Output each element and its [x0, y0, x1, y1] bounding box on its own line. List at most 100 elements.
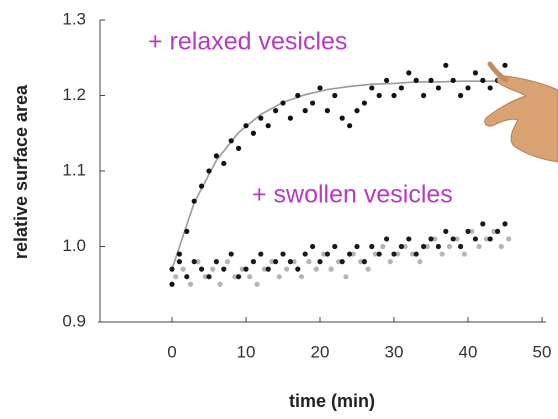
data-point: [413, 251, 419, 257]
data-point: [265, 266, 271, 272]
data-point: [376, 92, 382, 99]
data-point: [254, 281, 260, 287]
data-point: [287, 259, 293, 265]
data-point: [369, 85, 375, 91]
data-point: [199, 183, 205, 189]
data-point: [191, 198, 197, 204]
data-point: [361, 100, 367, 106]
data-point: [347, 123, 353, 129]
data-point: [432, 236, 438, 242]
data-point: [173, 274, 179, 280]
data-point: [184, 228, 190, 234]
data-point: [398, 85, 404, 91]
data-point: [384, 77, 390, 83]
data-point: [332, 92, 338, 99]
data-point: [180, 266, 186, 272]
data-point: [358, 259, 364, 265]
data-point: [443, 228, 449, 234]
y-tick-label: 1.0: [62, 236, 86, 255]
data-point: [406, 236, 412, 242]
data-point: [324, 251, 330, 257]
data-point: [387, 259, 393, 265]
data-point: [239, 266, 245, 272]
data-point: [280, 251, 286, 257]
data-point: [421, 243, 427, 250]
x-tick-label: 20: [311, 342, 330, 361]
data-point: [402, 243, 408, 250]
data-point: [380, 243, 386, 250]
data-point: [210, 266, 216, 272]
data-point: [365, 266, 371, 272]
data-point: [458, 92, 464, 99]
data-point: [250, 130, 256, 136]
data-point: [498, 243, 504, 250]
data-point: [472, 70, 478, 76]
data-point: [287, 115, 293, 121]
data-point: [435, 85, 441, 91]
data-point: [465, 85, 471, 91]
data-point: [295, 92, 301, 99]
data-point: [424, 243, 430, 250]
data-point: [347, 251, 353, 257]
data-point: [295, 266, 301, 272]
data-point: [354, 243, 360, 250]
y-tick-label: 0.9: [62, 311, 86, 330]
data-point: [250, 259, 256, 265]
data-point: [406, 70, 412, 76]
data-point: [369, 243, 375, 250]
data-point: [372, 251, 379, 257]
annotation: + swollen vesicles: [252, 181, 453, 209]
data-point: [176, 259, 182, 265]
y-axis-title: relative surface area: [11, 84, 31, 259]
x-tick-label: 40: [459, 342, 478, 361]
y-tick-label: 1.2: [62, 85, 86, 104]
annotation: + relaxed vesicles: [148, 28, 347, 56]
data-point: [417, 259, 423, 265]
data-point: [324, 108, 330, 114]
data-point: [258, 115, 264, 121]
data-point: [376, 251, 382, 257]
data-point: [302, 108, 308, 114]
data-point: [502, 221, 508, 227]
data-point: [472, 236, 478, 242]
data-point: [354, 108, 360, 114]
data-point: [176, 251, 182, 257]
data-point: [169, 266, 175, 272]
data-point: [398, 243, 404, 250]
data-point: [428, 236, 434, 242]
data-point: [317, 259, 323, 265]
data-point: [384, 236, 390, 242]
data-point: [261, 266, 268, 272]
data-point: [269, 259, 275, 265]
data-point: [450, 236, 456, 242]
data-point: [450, 77, 456, 83]
data-point: [273, 108, 279, 114]
y-tick-label: 1.1: [62, 160, 86, 179]
data-point: [232, 274, 238, 280]
data-point: [443, 62, 449, 68]
data-point: [361, 259, 367, 265]
data-point: [284, 266, 290, 272]
data-point: [236, 145, 242, 151]
data-point: [421, 92, 427, 99]
data-point: [184, 274, 190, 280]
data-point: [202, 274, 208, 280]
data-point: [187, 281, 194, 287]
data-point: [413, 77, 419, 83]
data-point: [487, 236, 493, 242]
data-point: [339, 259, 345, 265]
data-point: [195, 259, 201, 265]
data-point: [206, 274, 212, 280]
data-point: [350, 251, 356, 257]
data-point: [298, 274, 305, 280]
hand-image: [484, 61, 558, 163]
data-point: [458, 243, 464, 250]
data-point: [483, 236, 490, 242]
data-point: [236, 274, 242, 280]
data-point: [217, 281, 223, 287]
data-point: [280, 100, 286, 106]
data-point: [199, 266, 205, 272]
fit-line: [171, 80, 505, 270]
